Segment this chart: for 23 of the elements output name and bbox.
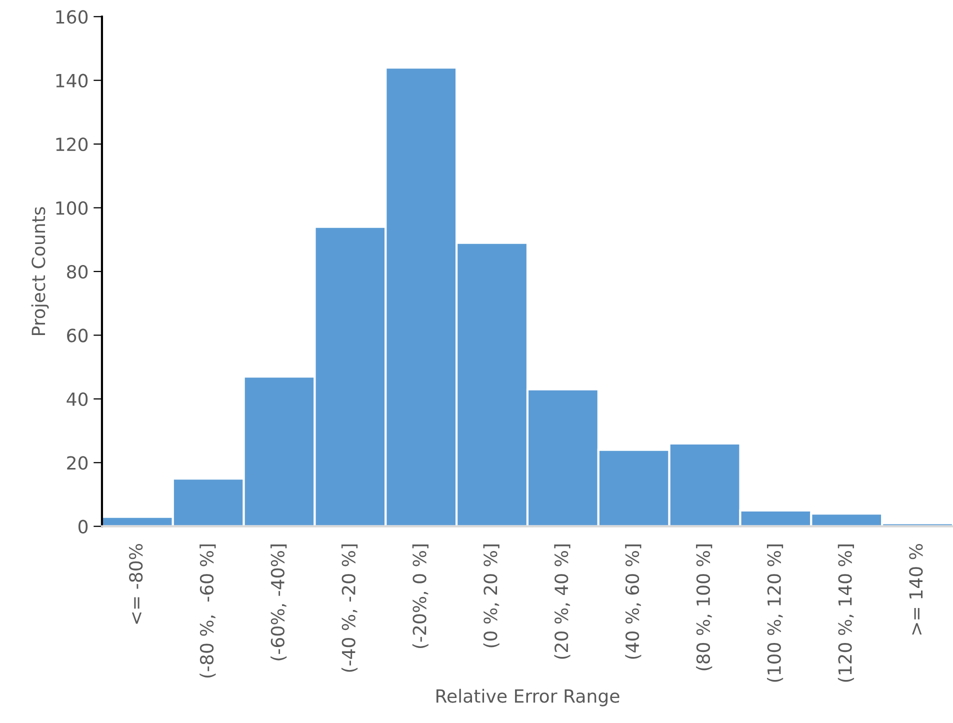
x-tick-label: >= 140 % (909, 544, 923, 634)
x-tick-label: (0 %, 20 %] (483, 544, 500, 648)
y-tick-label: 120 (56, 138, 88, 152)
y-tick-label: 140 (56, 74, 88, 88)
y-tick-label: 160 (56, 10, 88, 24)
x-tick-label: (-60%, -40%] (270, 544, 287, 660)
x-tick-label: (20 %, 40 %] (554, 544, 570, 659)
x-tick-label: (80 %, 100 %] (696, 544, 712, 670)
x-tick-label: (-20%, 0 %] (412, 544, 428, 648)
y-tick-label: 100 (56, 201, 88, 215)
y-tick-label: 60 (67, 328, 88, 342)
x-tick-label: (40 %, 60 %] (625, 544, 642, 659)
y-axis-title: Project Counts (31, 207, 49, 335)
x-tick-label: (-40 %, -20 %] (341, 544, 358, 672)
y-tick-label: 20 (67, 456, 88, 470)
x-tick-label: <= -80% (129, 544, 143, 624)
x-tick-label: (120 %, 140 %] (838, 544, 854, 682)
x-tick-label: (-80 %, -60 %] (200, 544, 216, 678)
y-tick-label: 80 (67, 264, 88, 279)
x-tick-label: (100 %, 120 %] (766, 544, 784, 682)
y-tick-label: 0 (78, 520, 88, 534)
y-tick-label: 40 (66, 392, 88, 406)
x-axis-title: Relative Error Range (436, 688, 620, 706)
